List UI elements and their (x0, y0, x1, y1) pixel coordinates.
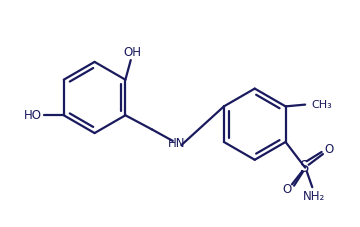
Text: OH: OH (123, 46, 141, 59)
Text: O: O (324, 143, 334, 156)
Text: HO: HO (24, 109, 42, 122)
Text: HN: HN (168, 137, 186, 150)
Text: S: S (301, 160, 310, 175)
Text: NH₂: NH₂ (303, 190, 325, 203)
Text: O: O (283, 183, 292, 196)
Text: CH₃: CH₃ (311, 100, 332, 110)
